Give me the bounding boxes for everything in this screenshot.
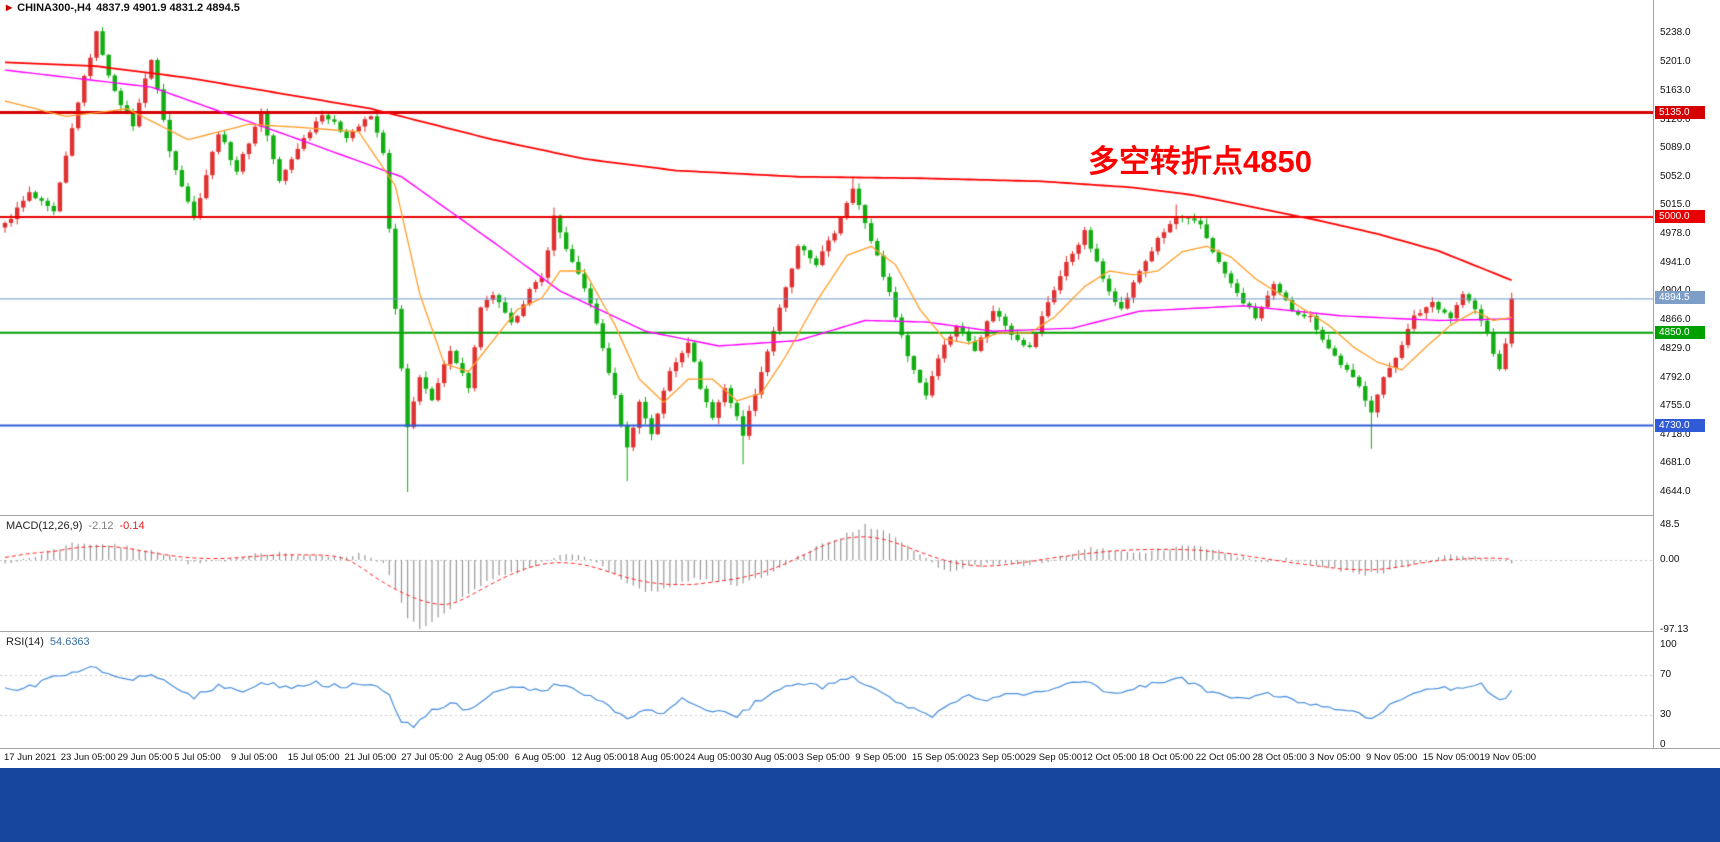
macd-signal-value: -0.14 (119, 520, 145, 532)
panel-divider (0, 515, 1720, 516)
price-axis-tick: 4866.0 (1660, 314, 1691, 326)
symbol-title: CHINA300-,H4 (17, 2, 92, 14)
macd-axis-tick: 48.5 (1660, 519, 1680, 531)
time-axis-label: 18 Oct 05:00 (1139, 752, 1194, 763)
price-axis-tick: 5089.0 (1660, 142, 1691, 154)
price-axis-tick: 5201.0 (1660, 55, 1691, 67)
symbol-ohlc-quote: 4837.9 4901.9 4831.2 4894.5 (96, 2, 240, 14)
macd-panel-canvas[interactable] (0, 516, 1653, 631)
price-axis-tick: 5052.0 (1660, 170, 1691, 182)
time-axis-label: 29 Sep 05:00 (1025, 752, 1083, 763)
price-axis-tick: 5015.0 (1660, 199, 1691, 211)
chart-annotation-text: 多空转折点4850 (1088, 144, 1312, 179)
time-axis-label: 15 Nov 05:00 (1422, 752, 1480, 763)
time-axis-label: 6 Aug 05:00 (514, 752, 566, 763)
time-axis-label: 15 Jul 05:00 (287, 752, 340, 763)
time-axis-label: 18 Aug 05:00 (628, 752, 685, 763)
price-axis[interactable]: 5238.0 5201.0 5163.0 5126.0 5089.0 5052.0 5015… (1653, 0, 1720, 750)
rsi-name: RSI(14) (6, 636, 44, 648)
price-axis-tick: 4755.0 (1660, 400, 1691, 412)
time-axis-label: 9 Nov 05:00 (1366, 752, 1418, 763)
time-axis-label: 24 Aug 05:00 (685, 752, 741, 763)
level-price-label: 4850.0 (1655, 325, 1705, 339)
rsi-axis-tick: 100 (1660, 639, 1677, 650)
rsi-value: 54.6363 (49, 636, 90, 648)
rsi-indicator-label: RSI(14) 54.6363 (6, 636, 90, 648)
macd-axis-tick: -97.13 (1660, 623, 1689, 635)
price-axis-tick: 5163.0 (1660, 84, 1691, 96)
time-axis-label: 3 Nov 05:00 (1309, 752, 1361, 763)
time-axis-label: 30 Aug 05:00 (741, 752, 798, 763)
main-chart-canvas[interactable] (0, 0, 1653, 515)
time-axis-label: 2 Aug 05:00 (458, 752, 509, 763)
time-axis-label: 27 Jul 05:00 (401, 752, 454, 763)
macd-name: MACD(12,26,9) (6, 520, 83, 532)
rsi-axis-tick: 0 (1660, 739, 1666, 750)
rsi-axis-tick: 70 (1660, 669, 1672, 680)
price-axis-tick: 4941.0 (1660, 256, 1691, 268)
current-price-label: 4894.5 (1655, 291, 1705, 305)
macd-axis-tick: 0.00 (1660, 554, 1680, 565)
bottom-bar (0, 768, 1720, 842)
price-axis-tick: 4792.0 (1660, 371, 1691, 383)
time-axis-label: 3 Sep 05:00 (798, 752, 850, 763)
level-price-label: 4730.0 (1655, 418, 1705, 432)
price-axis-tick: 4904.0 (1660, 285, 1691, 296)
time-axis-label: 5 Jul 05:00 (174, 752, 221, 763)
time-axis-label: 28 Oct 05:00 (1252, 752, 1307, 763)
level-price-label: 5000.0 (1655, 209, 1705, 223)
time-axis-label: 12 Aug 05:00 (571, 752, 628, 763)
rsi-panel-canvas[interactable] (0, 632, 1653, 748)
price-axis-tick: 4681.0 (1660, 457, 1691, 469)
time-axis-label: 17 Jun 2021 (4, 752, 57, 763)
time-axis-label: 23 Jun 05:00 (60, 752, 116, 763)
rsi-axis-tick: 30 (1660, 709, 1672, 720)
symbol-play-triangle-icon: ▶ (6, 3, 13, 12)
time-axis-label: 23 Sep 05:00 (968, 752, 1026, 763)
time-axis-label: 9 Sep 05:00 (855, 752, 907, 763)
time-axis[interactable]: 17 Jun 2021 23 Jun 05:00 29 Jun 05:00 5 Jul… (0, 749, 1653, 768)
time-axis-label: 15 Sep 05:00 (912, 752, 969, 763)
price-axis-tick: 5238.0 (1660, 27, 1691, 38)
level-price-label: 5135.0 (1655, 105, 1705, 119)
time-axis-label: 22 Oct 05:00 (1195, 752, 1251, 763)
price-axis-tick: 4718.0 (1660, 428, 1691, 440)
macd-main-value: -2.12 (88, 520, 114, 532)
panel-divider (0, 631, 1720, 632)
price-axis-tick: 5126.0 (1660, 113, 1691, 125)
time-axis-label: 21 Jul 05:00 (344, 752, 397, 763)
price-axis-tick: 4644.0 (1660, 486, 1691, 497)
price-axis-tick: 4829.0 (1660, 343, 1691, 355)
time-axis-label: 12 Oct 05:00 (1082, 752, 1137, 763)
time-axis-label: 19 Nov 05:00 (1479, 752, 1537, 763)
time-axis-label: 9 Jul 05:00 (231, 752, 278, 763)
chart-header: ▶ CHINA300-,H4 4837.9 4901.9 4831.2 4894… (6, 2, 240, 14)
price-axis-tick: 4978.0 (1660, 227, 1691, 239)
panel-divider (0, 748, 1720, 749)
macd-indicator-label: MACD(12,26,9) -2.12 -0.14 (6, 520, 145, 532)
time-axis-label: 29 Jun 05:00 (117, 752, 173, 763)
